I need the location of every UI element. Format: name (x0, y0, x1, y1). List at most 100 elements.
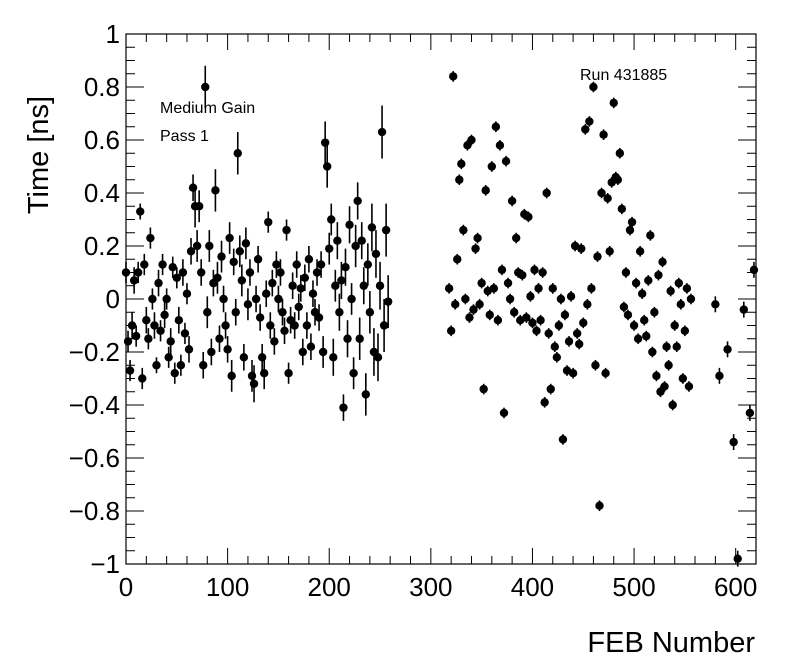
data-point (140, 253, 149, 276)
y-tick-label: 0.8 (84, 72, 120, 102)
data-point (550, 341, 560, 352)
point-marker (676, 300, 686, 309)
point-marker (194, 202, 204, 211)
point-marker (505, 294, 515, 304)
data-point (568, 367, 578, 379)
point-marker (540, 398, 549, 407)
y-tick-label: −0.4 (69, 390, 120, 420)
data-point (215, 325, 224, 352)
data-point (542, 187, 551, 199)
data-point (566, 291, 576, 302)
point-marker (682, 284, 692, 293)
data-point (127, 312, 137, 339)
point-marker (524, 212, 533, 222)
point-marker (146, 233, 155, 243)
data-point (749, 261, 759, 278)
data-point (617, 203, 627, 215)
point-marker (162, 294, 171, 304)
data-points (121, 65, 759, 567)
point-marker (186, 247, 196, 256)
point-marker (453, 255, 462, 264)
data-point (619, 301, 629, 313)
data-point (650, 306, 659, 318)
data-point (158, 253, 167, 276)
point-marker (131, 331, 141, 341)
data-point (682, 283, 692, 294)
point-marker (223, 345, 232, 354)
annotation-run: Run 431885 (580, 67, 667, 84)
point-marker (477, 278, 486, 288)
data-point (264, 211, 273, 233)
data-point (560, 309, 570, 321)
point-marker (253, 255, 263, 264)
y-tick-label: 0 (106, 284, 120, 314)
point-marker (666, 286, 675, 296)
data-point (652, 370, 661, 382)
data-point (635, 246, 645, 257)
point-marker (245, 268, 255, 277)
data-point (676, 299, 686, 310)
point-marker (491, 122, 501, 131)
point-marker (467, 135, 476, 145)
data-point (666, 285, 675, 297)
point-marker (499, 408, 509, 418)
point-marker (255, 313, 265, 322)
point-marker (670, 321, 679, 330)
data-point (648, 346, 657, 358)
x-tick-label: 400 (511, 572, 554, 602)
point-marker (723, 345, 732, 354)
point-marker (351, 241, 360, 251)
point-marker (495, 141, 505, 150)
data-point (217, 240, 226, 273)
data-point (453, 253, 462, 265)
point-marker (249, 379, 259, 388)
x-tick-label: 300 (409, 572, 452, 602)
point-marker (564, 337, 574, 346)
point-marker (379, 321, 389, 330)
point-marker (375, 281, 385, 290)
point-marker (329, 353, 338, 362)
point-marker (213, 273, 222, 282)
data-point (629, 320, 639, 331)
data-point (357, 222, 366, 260)
data-point (729, 434, 738, 451)
point-marker (526, 292, 535, 301)
data-point (564, 336, 574, 347)
point-marker (333, 236, 342, 245)
point-marker (296, 284, 305, 293)
point-marker (154, 278, 163, 288)
point-marker (259, 369, 269, 378)
point-marker (658, 257, 667, 267)
data-point (296, 275, 305, 302)
point-marker (459, 225, 468, 235)
point-marker (243, 300, 253, 309)
data-point (686, 293, 696, 305)
point-marker (205, 241, 214, 251)
data-point (593, 251, 602, 262)
point-marker (532, 326, 541, 335)
data-point (501, 155, 511, 167)
data-point (383, 275, 393, 329)
point-marker (509, 308, 519, 317)
point-marker (534, 284, 543, 293)
point-marker (538, 268, 547, 277)
point-marker (316, 260, 326, 269)
data-point (625, 224, 635, 236)
data-point (546, 383, 555, 395)
point-marker (284, 369, 293, 378)
point-marker (635, 247, 645, 256)
point-marker (566, 292, 576, 301)
point-marker (672, 342, 681, 351)
point-marker (288, 281, 297, 290)
point-marker (739, 305, 749, 314)
point-marker (231, 308, 240, 317)
data-point (723, 341, 732, 358)
data-point (745, 405, 755, 421)
point-marker (235, 247, 245, 256)
data-point (300, 264, 310, 292)
data-point (172, 267, 182, 289)
data-point (446, 325, 456, 337)
data-point (601, 367, 610, 379)
data-point (471, 243, 480, 254)
